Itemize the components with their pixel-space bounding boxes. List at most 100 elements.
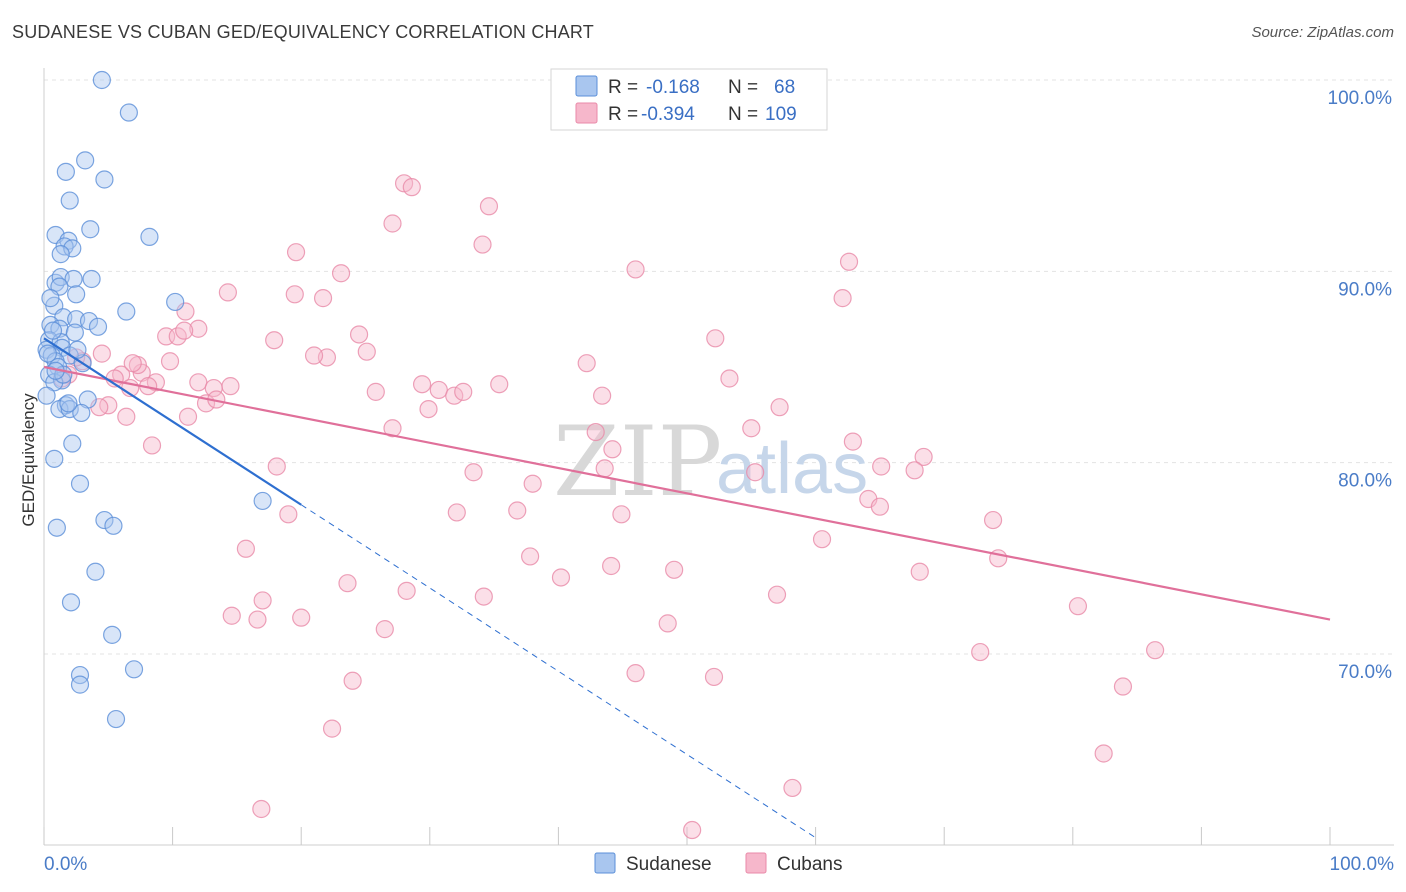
cubans-point (265, 331, 284, 350)
sudanese-point (60, 399, 79, 419)
cubans-point (843, 432, 862, 451)
sudanese-point (67, 285, 86, 304)
cubans-point (123, 354, 142, 373)
cubans-point (292, 608, 311, 627)
cubans-point (612, 505, 631, 524)
cubans-point (313, 289, 333, 308)
cubans-point (770, 398, 789, 417)
legend-swatch-cubans (575, 102, 598, 124)
sudanese-point (92, 70, 111, 90)
sudanese-point (104, 516, 123, 535)
cubans-point (626, 260, 645, 279)
sudanese-point (61, 593, 81, 612)
cubans-point (221, 377, 240, 396)
sudanese-point (166, 292, 185, 312)
cubans-point (1068, 597, 1088, 616)
bottom-legend: Sudanese Cubans (594, 852, 843, 875)
cubans-point (178, 407, 198, 426)
cubans-point (464, 463, 483, 482)
cubans-point (322, 719, 342, 738)
cubans-point (338, 574, 357, 593)
cubans-point (454, 382, 473, 401)
sudanese-point (70, 474, 90, 493)
cubans-point (551, 568, 571, 587)
sudanese-point (95, 510, 114, 530)
cubans-point (429, 380, 448, 400)
sudanese-point (88, 317, 108, 336)
cubans-point (236, 539, 256, 558)
chart-source: Source: ZipAtlas.com (1251, 24, 1394, 41)
cubans-point (683, 820, 702, 840)
cubans-point (1094, 744, 1113, 763)
cubans-point (595, 459, 614, 478)
cubans-point (521, 547, 540, 566)
legend-n-value-sudanese: 68 (774, 77, 795, 98)
cubans-point (474, 587, 493, 606)
cubans-point (117, 407, 136, 426)
cubans-point (603, 440, 622, 459)
sudanese-point (76, 151, 95, 170)
sudanese-point (70, 675, 90, 694)
y-tick-label: 70.0% (1338, 662, 1392, 683)
sudanese-point (41, 289, 60, 308)
sudanese-point (47, 518, 66, 537)
cubans-point (905, 461, 924, 480)
cubans-point (783, 778, 802, 798)
cubans-point (402, 178, 421, 197)
cubans-point (92, 344, 111, 363)
cubans-point (593, 386, 612, 405)
cubans-point (839, 252, 859, 271)
cubans-point (523, 474, 542, 493)
cubans-point (767, 585, 787, 604)
sudanese-point (37, 386, 56, 405)
y-axis-label: GED/Equivalency (19, 393, 38, 527)
legend-n-label-sudanese: N = (728, 77, 758, 98)
cubans-point (189, 319, 208, 338)
sudanese-point (103, 625, 122, 644)
cubans-point (704, 667, 724, 687)
sudanese-point (253, 491, 272, 511)
x-tick-label-min: 0.0% (44, 854, 87, 875)
cubans-point (602, 556, 621, 576)
y-tick-label: 90.0% (1338, 279, 1392, 300)
chart-title: SUDANESE VS CUBAN GED/EQUIVALENCY CORREL… (12, 22, 594, 42)
cubans-point (397, 581, 416, 600)
cubans-point (412, 375, 432, 394)
cubans-point (218, 283, 237, 302)
x-ticks (43, 827, 1331, 845)
cubans-point (447, 503, 466, 522)
cubans-point (706, 329, 725, 348)
cubans-point (720, 369, 739, 388)
cubans-point (508, 501, 527, 520)
sudanese-trend-extension (300, 504, 816, 839)
legend-n-label-cubans: N = (728, 104, 758, 125)
sudanese-point (43, 321, 63, 340)
cubans-point (872, 457, 891, 476)
cubans-point (142, 436, 162, 455)
axes (43, 68, 1394, 846)
sudanese-point (70, 665, 90, 685)
cubans-point (473, 235, 492, 254)
sudanese-point (68, 340, 87, 359)
cubans-point (383, 419, 402, 438)
legend-r-label-cubans: R = (608, 104, 638, 125)
sudanese-point (86, 562, 105, 581)
sudanese-trend-line (43, 337, 302, 506)
cubans-point (343, 671, 362, 690)
sudanese-point (50, 399, 69, 419)
y-tick-label: 80.0% (1338, 471, 1392, 492)
cubans-point (746, 463, 765, 482)
sudanese-point (79, 311, 99, 331)
cubans-point (99, 396, 118, 415)
cubans-point (175, 321, 194, 340)
cubans-point (910, 562, 929, 581)
cubans-point (983, 510, 1003, 530)
y-tick-label: 100.0% (1328, 88, 1393, 109)
sudanese-points (37, 70, 272, 729)
sudanese-point (56, 162, 75, 181)
watermark-zip: ZIP (553, 406, 722, 518)
sudanese-point (50, 319, 69, 338)
cubans-point (267, 457, 286, 476)
cubans-points (52, 174, 1165, 840)
